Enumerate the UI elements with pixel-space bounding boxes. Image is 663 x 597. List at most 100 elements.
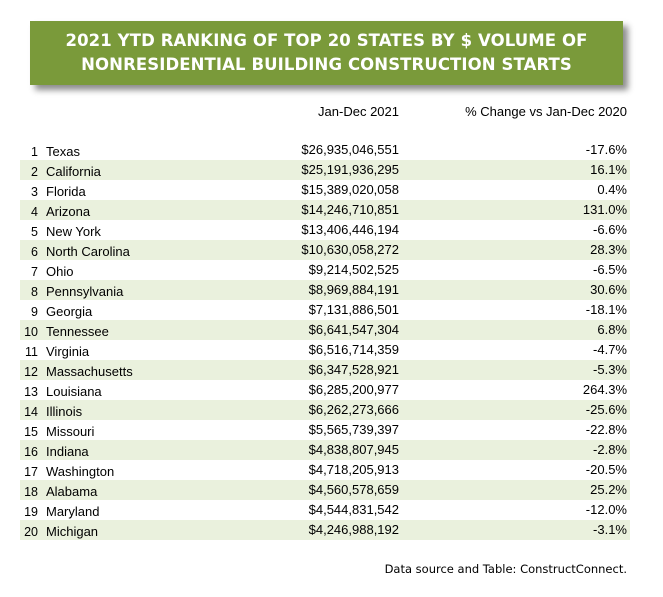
value-cell: $4,544,831,542 xyxy=(308,502,399,517)
table-row: 5 New York $13,406,446,194 -6.6% xyxy=(20,220,630,240)
change-cell: 28.3% xyxy=(590,242,627,257)
value-cell: $5,565,739,397 xyxy=(308,422,399,437)
change-cell: -25.6% xyxy=(585,402,627,417)
value-cell: $6,347,528,921 xyxy=(308,362,399,377)
state-cell: Missouri xyxy=(46,424,95,439)
value-cell: $6,641,547,304 xyxy=(308,322,399,337)
value-cell: $6,516,714,359 xyxy=(308,342,399,357)
change-cell: 264.3% xyxy=(582,382,627,397)
rank-cell: 8 xyxy=(31,285,38,299)
value-cell: $4,246,988,192 xyxy=(308,522,399,537)
source-note: Data source and Table: ConstructConnect. xyxy=(384,562,627,576)
change-cell: 0.4% xyxy=(597,182,627,197)
rank-cell: 9 xyxy=(31,305,38,319)
table-row: 11 Virginia $6,516,714,359 -4.7% xyxy=(20,340,630,360)
table-row: 9 Georgia $7,131,886,501 -18.1% xyxy=(20,300,630,320)
rank-cell: 7 xyxy=(31,265,38,279)
change-cell: -6.5% xyxy=(593,262,627,277)
value-cell: $6,285,200,977 xyxy=(308,382,399,397)
table-row: 20 Michigan $4,246,988,192 -3.1% xyxy=(20,520,630,540)
rank-cell: 2 xyxy=(31,165,38,179)
change-cell: -2.8% xyxy=(593,442,627,457)
state-cell: Massachusetts xyxy=(46,364,133,379)
rank-cell: 19 xyxy=(24,505,38,519)
state-cell: Ohio xyxy=(46,264,74,279)
table-row: 12 Massachusetts $6,347,528,921 -5.3% xyxy=(20,360,630,380)
state-cell: Maryland xyxy=(46,504,100,519)
table-row: 17 Washington $4,718,205,913 -20.5% xyxy=(20,460,630,480)
value-cell: $10,630,058,272 xyxy=(301,242,399,257)
state-cell: California xyxy=(46,164,101,179)
rank-cell: 12 xyxy=(24,365,38,379)
title-banner: 2021 YTD RANKING OF TOP 20 STATES BY $ V… xyxy=(30,21,623,85)
state-cell: Georgia xyxy=(46,304,93,319)
value-cell: $6,262,273,666 xyxy=(308,402,399,417)
rank-cell: 10 xyxy=(24,325,38,339)
rank-cell: 20 xyxy=(24,525,38,539)
change-cell: -4.7% xyxy=(593,342,627,357)
change-cell: -6.6% xyxy=(593,222,627,237)
change-cell: -22.8% xyxy=(585,422,627,437)
column-header-change: % Change vs Jan-Dec 2020 xyxy=(465,104,627,119)
value-cell: $8,969,884,191 xyxy=(308,282,399,297)
state-cell: Florida xyxy=(46,184,86,199)
rank-cell: 15 xyxy=(24,425,38,439)
value-cell: $7,131,886,501 xyxy=(308,302,399,317)
table-row: 8 Pennsylvania $8,969,884,191 30.6% xyxy=(20,280,630,300)
table-row: 4 Arizona $14,246,710,851 131.0% xyxy=(20,200,630,220)
rank-cell: 13 xyxy=(24,385,38,399)
table-row: 1 Texas $26,935,046,551 -17.6% xyxy=(20,140,630,160)
state-cell: New York xyxy=(46,224,101,239)
value-cell: $9,214,502,525 xyxy=(308,262,399,277)
change-cell: 25.2% xyxy=(590,482,627,497)
ranking-table: 1 Texas $26,935,046,551 -17.6% 2 California $2… xyxy=(20,140,630,540)
state-cell: Illinois xyxy=(46,404,83,419)
table-row: 16 Indiana $4,838,807,945 -2.8% xyxy=(20,440,630,460)
state-cell: Tennessee xyxy=(46,324,109,339)
value-cell: $13,406,446,194 xyxy=(301,222,399,237)
change-cell: -5.3% xyxy=(593,362,627,377)
state-cell: Arizona xyxy=(46,204,91,219)
value-cell: $14,246,710,851 xyxy=(301,202,399,217)
change-cell: 131.0% xyxy=(582,202,627,217)
state-cell: Texas xyxy=(46,144,80,159)
value-cell: $4,560,578,659 xyxy=(308,482,399,497)
value-cell: $26,935,046,551 xyxy=(301,142,399,157)
rank-cell: 11 xyxy=(25,345,38,359)
value-cell: $4,838,807,945 xyxy=(308,442,399,457)
state-cell: Louisiana xyxy=(46,384,102,399)
title-line-1: 2021 YTD RANKING OF TOP 20 STATES BY $ V… xyxy=(65,31,588,50)
value-cell: $15,389,020,058 xyxy=(301,182,399,197)
table-row: 2 California $25,191,936,295 16.1% xyxy=(20,160,630,180)
change-cell: -3.1% xyxy=(593,522,627,537)
state-cell: Alabama xyxy=(46,484,98,499)
change-cell: -12.0% xyxy=(585,502,627,517)
rank-cell: 1 xyxy=(31,145,38,159)
state-cell: Virginia xyxy=(46,344,90,359)
table-row: 15 Missouri $5,565,739,397 -22.8% xyxy=(20,420,630,440)
table-row: 18 Alabama $4,560,578,659 25.2% xyxy=(20,480,630,500)
rank-cell: 14 xyxy=(24,405,38,419)
table-row: 10 Tennessee $6,641,547,304 6.8% xyxy=(20,320,630,340)
table-row: 3 Florida $15,389,020,058 0.4% xyxy=(20,180,630,200)
rank-cell: 4 xyxy=(31,205,38,219)
change-cell: -17.6% xyxy=(585,142,627,157)
column-header-value: Jan-Dec 2021 xyxy=(318,104,399,119)
rank-cell: 3 xyxy=(31,185,38,199)
table-row: 7 Ohio $9,214,502,525 -6.5% xyxy=(20,260,630,280)
state-cell: Indiana xyxy=(46,444,89,459)
change-cell: -18.1% xyxy=(585,302,627,317)
state-cell: Washington xyxy=(46,464,115,479)
table-row: 13 Louisiana $6,285,200,977 264.3% xyxy=(20,380,630,400)
rank-cell: 18 xyxy=(24,485,38,499)
state-cell: Michigan xyxy=(46,524,99,539)
rank-cell: 16 xyxy=(24,445,38,459)
value-cell: $25,191,936,295 xyxy=(301,162,399,177)
table-row: 14 Illinois $6,262,273,666 -25.6% xyxy=(20,400,630,420)
table-row: 6 North Carolina $10,630,058,272 28.3% xyxy=(20,240,630,260)
state-cell: Pennsylvania xyxy=(46,284,124,299)
table-row: 19 Maryland $4,544,831,542 -12.0% xyxy=(20,500,630,520)
rank-cell: 5 xyxy=(31,225,38,239)
rank-cell: 17 xyxy=(24,465,38,479)
value-cell: $4,718,205,913 xyxy=(308,462,399,477)
